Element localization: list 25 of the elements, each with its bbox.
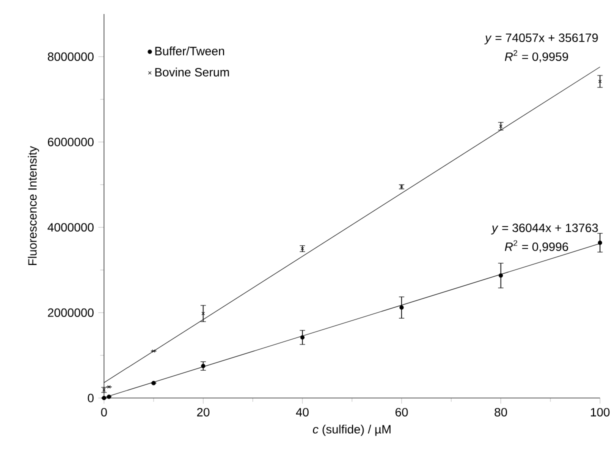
legend-label: Buffer/Tween — [155, 46, 224, 56]
y-tick-label: 2000000 — [48, 308, 94, 317]
x-tick-label: 60 — [396, 408, 408, 416]
x-tick-label: 20 — [197, 408, 210, 416]
y-tick-label: 6000000 — [48, 138, 94, 146]
x-tick-label: 100 — [590, 408, 610, 416]
y-tick-label: 0 — [88, 394, 94, 402]
x-axis-title: c (sulfide) / µM — [312, 424, 390, 436]
point — [598, 240, 602, 245]
point — [152, 349, 156, 353]
annotation: y = 36044x + 13763 — [491, 224, 598, 234]
legend-label: Bovine Serum — [155, 68, 229, 76]
y-tick-label: 8000000 — [48, 52, 94, 61]
x-tick-label: 0 — [101, 408, 107, 416]
x-tick-label: 80 — [494, 408, 508, 416]
point — [498, 273, 503, 278]
x-tick-label: 40 — [296, 408, 309, 416]
annotation: y = 74057x + 356179 — [484, 34, 598, 44]
y-axis-title: Fluorescence Intensity — [28, 146, 40, 266]
point — [201, 364, 206, 368]
annotation: R$^{2}$ = 0,9959 — [504, 50, 568, 62]
point — [399, 305, 404, 310]
y-tick-label: 4000000 — [48, 223, 94, 232]
point — [300, 335, 305, 340]
annotation: R$^{2}$ = 0,9996 — [504, 240, 568, 252]
